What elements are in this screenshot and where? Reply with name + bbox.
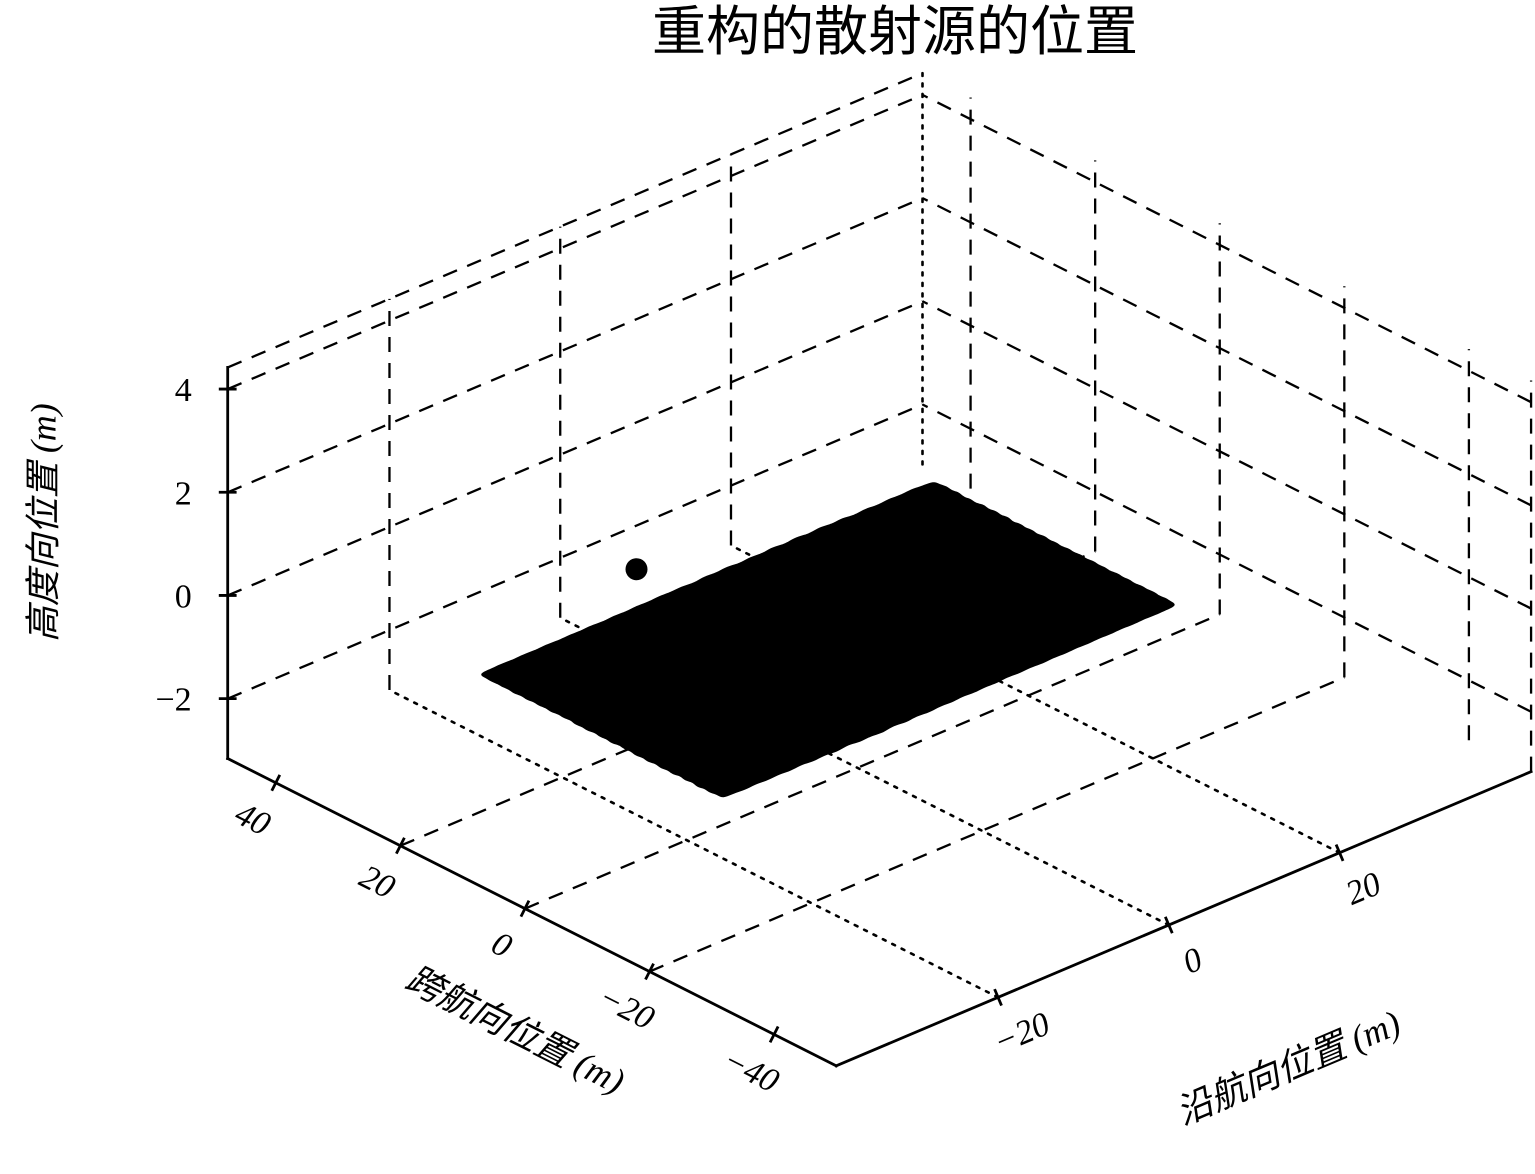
svg-text:−2: −2 (156, 682, 192, 719)
svg-text:2: 2 (175, 475, 192, 512)
svg-text:20: 20 (354, 858, 401, 906)
svg-text:−20: −20 (988, 1006, 1055, 1062)
svg-text:4: 4 (175, 372, 192, 409)
svg-text:−40: −40 (717, 1042, 785, 1101)
svg-text:0: 0 (486, 925, 518, 966)
svg-text:−20: −20 (592, 979, 660, 1038)
svg-text:沿航向位置 (m): 沿航向位置 (m) (1170, 1003, 1406, 1133)
svg-text:20: 20 (1341, 865, 1387, 912)
svg-text:重构的散射源的位置: 重构的散射源的位置 (652, 2, 1138, 62)
svg-text:高度向位置 (m): 高度向位置 (m) (23, 403, 63, 642)
svg-text:0: 0 (175, 579, 192, 616)
svg-text:40: 40 (229, 795, 276, 843)
svg-text:0: 0 (1178, 941, 1208, 982)
svg-text:跨航向位置 (m): 跨航向位置 (m) (400, 958, 631, 1101)
